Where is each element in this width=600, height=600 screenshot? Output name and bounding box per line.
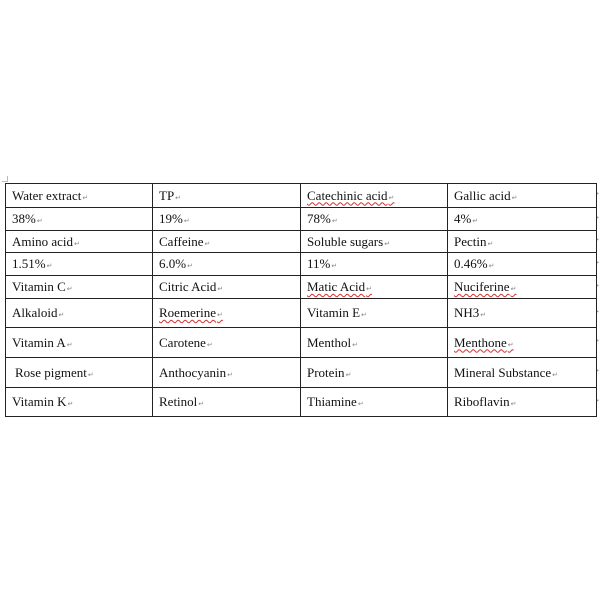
table-row: Alkaloid Roemerine Vitamin E NH3 — [5, 298, 597, 328]
cell-text: Riboflavin — [454, 394, 516, 409]
cell-text: Nuciferine — [454, 279, 516, 294]
table-cell[interactable]: 78% — [300, 207, 448, 231]
table-row: Vitamin A Carotene Menthol Menthone — [5, 327, 597, 358]
table-row: Rose pigment Anthocyanin Protein Mineral Su… — [5, 357, 597, 388]
table-cell[interactable]: Water extract — [5, 183, 153, 208]
cell-text: 6.0% — [159, 256, 193, 271]
table-cell[interactable]: Alkaloid — [5, 298, 153, 328]
cell-text: Amino acid — [12, 234, 80, 249]
table-row: Vitamin C Citric Acid Matic Acid Nuciferine — [5, 275, 597, 299]
table-cell[interactable]: 6.0% — [152, 252, 301, 276]
row-end-mark: • — [596, 337, 599, 345]
table-cell[interactable]: 38% — [5, 207, 153, 231]
cell-text: Mineral Substance — [454, 365, 558, 380]
row-end-mark: • — [596, 213, 599, 222]
cell-text: Alkaloid — [12, 305, 64, 320]
cell-text: Catechinic acid — [307, 188, 394, 203]
table-cell[interactable]: Thiamine — [300, 387, 448, 417]
row-end-mark: • — [596, 281, 599, 290]
table-cell[interactable]: 1.51% — [5, 252, 153, 276]
table-cell[interactable]: Caffeine — [152, 230, 301, 253]
table-cell[interactable]: Roemerine — [152, 298, 301, 328]
table-row: Amino acid Caffeine Soluble sugars Pectin — [5, 230, 597, 253]
table-cell[interactable]: Mineral Substance — [447, 357, 597, 388]
cell-text: 19% — [159, 211, 190, 226]
cell-text: Soluble sugars — [307, 234, 390, 249]
cell-text: Citric Acid — [159, 279, 223, 294]
table-row: Vitamin K Retinol Thiamine Riboflavin — [5, 387, 597, 417]
cell-text: 0.46% — [454, 256, 494, 271]
cell-text: Retinol — [159, 394, 204, 409]
cell-text: Vitamin K — [12, 394, 73, 409]
table-row: 1.51% 6.0% 11% 0.46% — [5, 252, 597, 276]
row-end-mark: • — [596, 258, 599, 267]
cell-text: Carotene — [159, 335, 213, 350]
cell-text: 11% — [307, 256, 337, 271]
table-cell[interactable]: Riboflavin — [447, 387, 597, 417]
table-cell[interactable]: 11% — [300, 252, 448, 276]
table-cell[interactable]: Citric Acid — [152, 275, 301, 299]
table-cell[interactable]: Vitamin K — [5, 387, 153, 417]
row-end-mark: • — [596, 396, 599, 405]
row-end-mark: • — [596, 190, 599, 198]
table-cell[interactable]: Carotene — [152, 327, 301, 358]
cell-text: Caffeine — [159, 234, 210, 249]
cell-text: Vitamin A — [12, 335, 73, 350]
table-cell[interactable]: Pectin — [447, 230, 597, 253]
table-cell[interactable]: Amino acid — [5, 230, 153, 253]
table-cell[interactable]: Nuciferine — [447, 275, 597, 299]
cell-text: 1.51% — [12, 256, 52, 271]
cell-text: TP — [159, 188, 181, 203]
table-cell[interactable]: TP — [152, 183, 301, 208]
cell-text: Water extract — [12, 188, 88, 203]
table-cell[interactable]: Soluble sugars — [300, 230, 448, 253]
table-cell[interactable]: Menthol — [300, 327, 448, 358]
row-end-mark: • — [596, 367, 599, 375]
table-cell[interactable]: 4% — [447, 207, 597, 231]
table-cell[interactable]: Anthocyanin — [152, 357, 301, 388]
cell-text: Anthocyanin — [159, 365, 233, 380]
table-cell[interactable]: Matic Acid — [300, 275, 448, 299]
table-cell[interactable]: Gallic acid — [447, 183, 597, 208]
cell-text: Menthol — [307, 335, 358, 350]
cell-text: 78% — [307, 211, 338, 226]
table-cell[interactable]: Menthone — [447, 327, 597, 358]
table-row: Water extract TP Catechinic acid Gallic aci… — [5, 183, 597, 208]
cell-text: 38% — [12, 211, 43, 226]
row-end-mark: • — [596, 307, 599, 316]
cell-text: Roemerine — [159, 305, 223, 320]
cell-text: Vitamin C — [12, 279, 73, 294]
cell-text: Protein — [307, 365, 351, 380]
table-cell[interactable]: Vitamin C — [5, 275, 153, 299]
table-cell[interactable]: Rose pigment — [5, 357, 153, 388]
table-cell[interactable]: 19% — [152, 207, 301, 231]
table-cell[interactable]: Retinol — [152, 387, 301, 417]
cell-text: Gallic acid — [454, 188, 518, 203]
cell-text: Pectin — [454, 234, 493, 249]
row-end-mark: • — [596, 236, 599, 244]
data-table: Water extract TP Catechinic acid Gallic aci… — [5, 183, 597, 417]
table-row: 38% 19% 78% 4% — [5, 207, 597, 231]
cell-text: Menthone — [454, 335, 514, 350]
cell-text: NH3 — [454, 305, 486, 320]
table-cell[interactable]: Protein — [300, 357, 448, 388]
cell-text: 4% — [454, 211, 478, 226]
table-cell[interactable]: Catechinic acid — [300, 183, 448, 208]
cell-text: Thiamine — [307, 394, 364, 409]
cell-text: Rose pigment — [15, 365, 94, 380]
page-corner-mark — [2, 176, 8, 182]
cell-text: Vitamin E — [307, 305, 367, 320]
table-cell[interactable]: Vitamin E — [300, 298, 448, 328]
table-cell[interactable]: NH3 — [447, 298, 597, 328]
table-cell[interactable]: Vitamin A — [5, 327, 153, 358]
table-cell[interactable]: 0.46% — [447, 252, 597, 276]
cell-text: Matic Acid — [307, 279, 372, 294]
